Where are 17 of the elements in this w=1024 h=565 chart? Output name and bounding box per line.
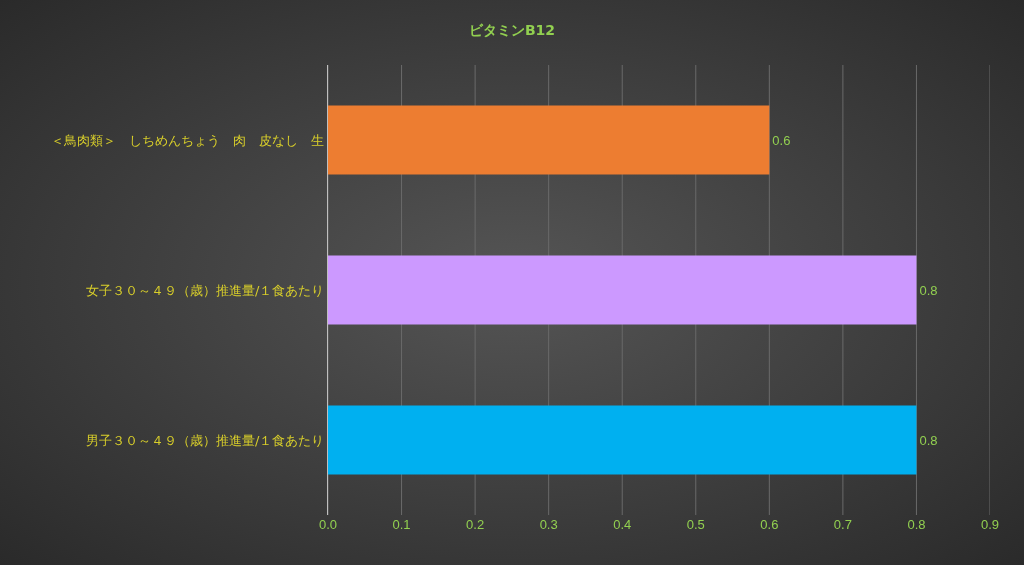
y-tick-label: 女子３０～４９（歳）推進量/１食あたり bbox=[86, 282, 325, 298]
x-tick-label: 0.7 bbox=[833, 517, 852, 532]
data-label: 0.8 bbox=[919, 432, 938, 448]
x-tick-label: 0.5 bbox=[686, 517, 705, 532]
y-tick-label: ＜鳥肉類＞ しちめんちょう 肉 皮なし 生 bbox=[51, 132, 325, 148]
x-tick-label: 0.2 bbox=[466, 517, 485, 532]
x-tick-label: 0.6 bbox=[760, 517, 779, 532]
x-tick-label: 0.9 bbox=[980, 517, 1000, 532]
x-tick-label: 0.0 bbox=[318, 517, 338, 532]
chart-title: ビタミンB12 bbox=[468, 22, 556, 39]
x-tick-label: 0.4 bbox=[613, 517, 632, 532]
x-tick-label: 0.1 bbox=[392, 517, 411, 532]
x-tick-label: 0.8 bbox=[907, 517, 926, 532]
data-label: 0.6 bbox=[772, 132, 791, 148]
data-label: 0.8 bbox=[919, 282, 938, 298]
y-tick-label: 男子３０～４９（歳）推進量/１食あたり bbox=[86, 432, 325, 448]
x-tick-label: 0.3 bbox=[539, 517, 558, 532]
